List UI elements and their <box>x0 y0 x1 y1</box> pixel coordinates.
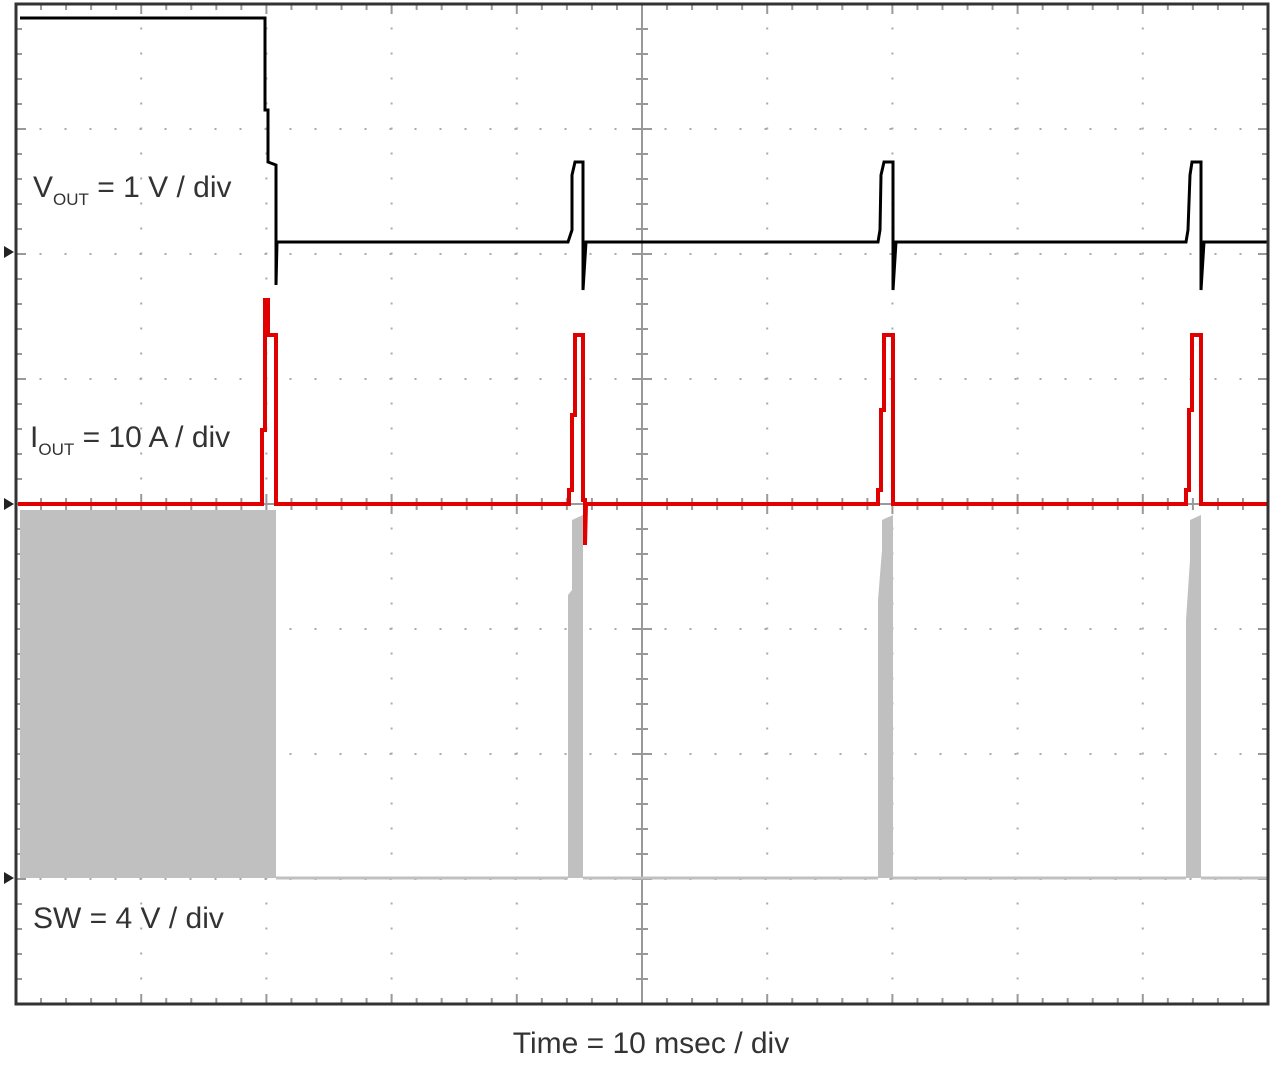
x-axis-label: Time = 10 msec / div <box>513 1027 789 1060</box>
iout-label: IOUT = 10 A / div <box>30 421 230 459</box>
label-symbol: I <box>30 421 38 454</box>
label-scale: = 1 V / div <box>89 171 232 204</box>
sw-label: SW = 4 V / div <box>33 902 224 935</box>
vout-label: VOUT = 1 V / div <box>33 171 231 209</box>
label-scale: = 4 V / div <box>81 902 224 935</box>
sw-trace <box>20 510 1268 880</box>
label-symbol: V <box>33 171 53 204</box>
vout-trace <box>20 16 1268 291</box>
iout-trace <box>18 298 1268 546</box>
label-scale: = 10 A / div <box>74 421 230 454</box>
ground-markers <box>4 246 14 884</box>
plot-frame <box>14 2 1270 1006</box>
label-symbol: SW <box>33 902 82 935</box>
label-subscript: OUT <box>53 190 89 209</box>
label-subscript: OUT <box>38 440 74 459</box>
